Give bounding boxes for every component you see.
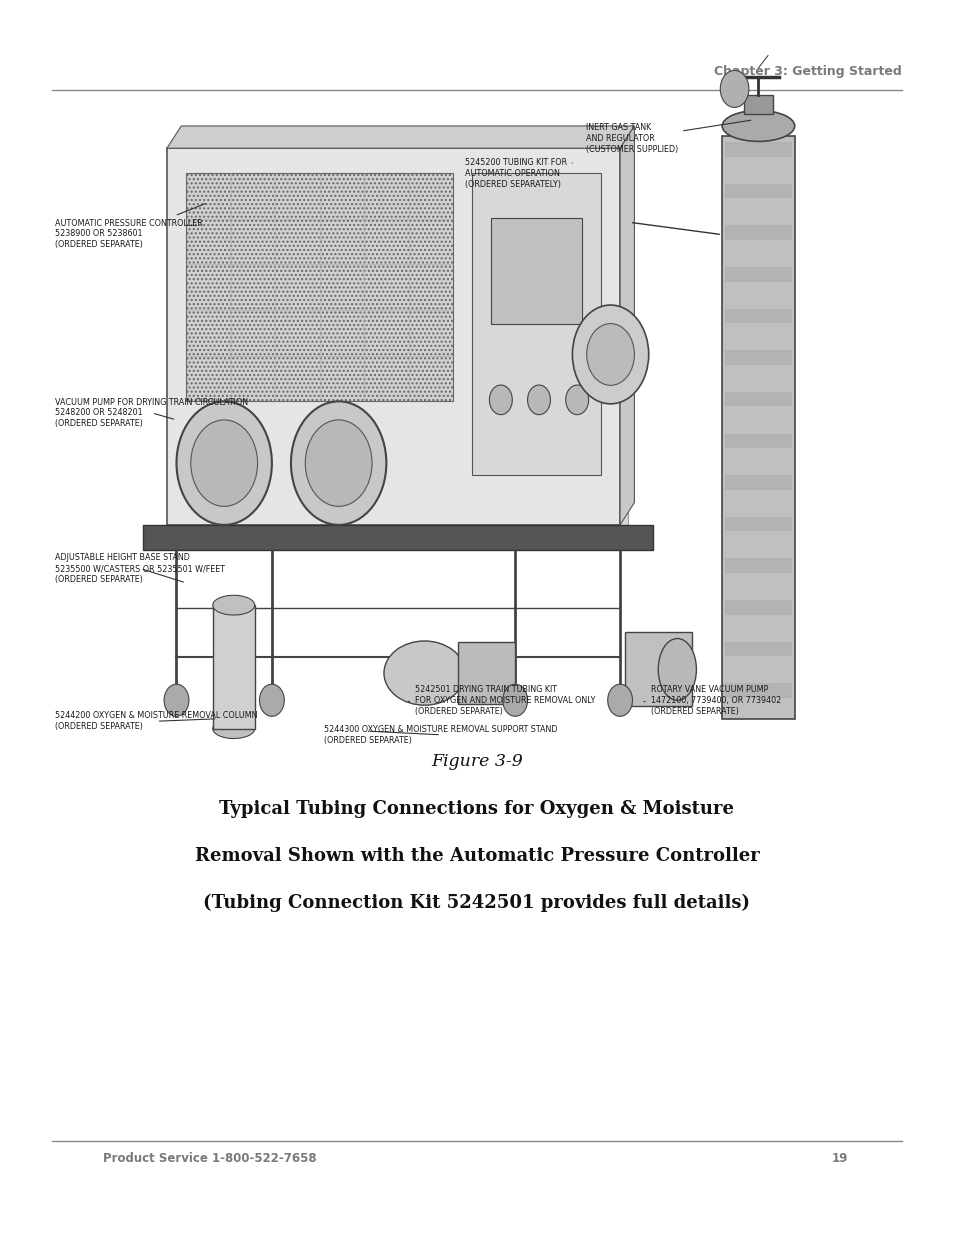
- Bar: [52, 111, 901, 722]
- Text: 5245200 TUBING KIT FOR
AUTOMATIC OPERATION
(ORDERED SEPARATELY): 5245200 TUBING KIT FOR AUTOMATIC OPERATI…: [464, 158, 572, 189]
- Circle shape: [565, 385, 588, 415]
- Text: Removal Shown with the Automatic Pressure Controller: Removal Shown with the Automatic Pressur…: [194, 847, 759, 866]
- Bar: [724, 683, 791, 698]
- Bar: [724, 600, 791, 615]
- Bar: [724, 475, 791, 490]
- Text: Chapter 3: Getting Started: Chapter 3: Getting Started: [713, 64, 901, 78]
- Circle shape: [176, 401, 272, 525]
- Text: 5244200 OXYGEN & MOISTURE REMOVAL COLUMN
(ORDERED SEPARATE): 5244200 OXYGEN & MOISTURE REMOVAL COLUMN…: [55, 711, 257, 731]
- Bar: [457, 642, 515, 704]
- Circle shape: [586, 324, 634, 385]
- Text: ADJUSTABLE HEIGHT BASE STAND
5235500 W/CASTERS OR 5235501 W/FEET
(ORDERED SEPARA: ADJUSTABLE HEIGHT BASE STAND 5235500 W/C…: [55, 553, 225, 584]
- Circle shape: [489, 385, 512, 415]
- Bar: [143, 525, 653, 550]
- Text: VACUUM PUMP FOR DRYING TRAIN CIRCULATION
5248200 OR 5248201
(ORDERED SEPARATE): VACUUM PUMP FOR DRYING TRAIN CIRCULATION…: [55, 398, 248, 429]
- Text: 5242501 DRYING TRAIN TUBING KIT
FOR OXYGEN AND MOISTURE REMOVAL ONLY
(ORDERED SE: 5242501 DRYING TRAIN TUBING KIT FOR OXYG…: [408, 685, 595, 716]
- Text: (Tubing Connection Kit 5242501 provides full details): (Tubing Connection Kit 5242501 provides …: [203, 894, 750, 913]
- Ellipse shape: [658, 638, 696, 700]
- Ellipse shape: [383, 641, 465, 705]
- Circle shape: [291, 401, 386, 525]
- Text: INERT GAS TANK
AND REGULATOR
(CUSTOMER SUPPLIED): INERT GAS TANK AND REGULATOR (CUSTOMER S…: [585, 120, 750, 154]
- Polygon shape: [167, 126, 634, 148]
- Bar: [724, 516, 791, 531]
- Text: Figure 3-9: Figure 3-9: [431, 753, 522, 771]
- Bar: [724, 433, 791, 448]
- Bar: [724, 225, 791, 240]
- Circle shape: [607, 684, 632, 716]
- Text: AUTOMATIC PRESSURE CONTROLLER
5238900 OR 5238601
(ORDERED SEPARATE): AUTOMATIC PRESSURE CONTROLLER 5238900 OR…: [55, 204, 205, 249]
- Bar: [721, 136, 794, 719]
- Circle shape: [191, 420, 257, 506]
- Circle shape: [259, 684, 284, 716]
- Text: ROTARY VANE VACUUM PUMP
1472100, 7739400, OR 7739402
(ORDERED SEPARATE): ROTARY VANE VACUUM PUMP 1472100, 7739400…: [643, 685, 781, 716]
- Bar: [491, 219, 581, 325]
- Bar: [724, 184, 791, 199]
- Circle shape: [572, 305, 648, 404]
- Ellipse shape: [213, 719, 254, 739]
- Ellipse shape: [721, 111, 794, 142]
- Ellipse shape: [213, 595, 254, 615]
- Circle shape: [305, 420, 372, 506]
- Bar: [213, 605, 254, 729]
- Polygon shape: [619, 126, 634, 525]
- Text: Product Service 1-800-522-7658: Product Service 1-800-522-7658: [103, 1152, 316, 1166]
- Text: Typical Tubing Connections for Oxygen & Moisture: Typical Tubing Connections for Oxygen & …: [219, 800, 734, 819]
- Bar: [724, 142, 791, 157]
- Bar: [724, 642, 791, 656]
- Bar: [472, 173, 600, 475]
- Bar: [724, 351, 791, 364]
- Text: 5244300 OXYGEN & MOISTURE REMOVAL SUPPORT STAND
(ORDERED SEPARATE): 5244300 OXYGEN & MOISTURE REMOVAL SUPPOR…: [324, 725, 558, 745]
- Circle shape: [164, 684, 189, 716]
- Bar: [186, 173, 453, 401]
- Bar: [724, 309, 791, 324]
- Bar: [724, 267, 791, 282]
- Circle shape: [527, 385, 550, 415]
- Circle shape: [502, 684, 527, 716]
- Text: 19: 19: [830, 1152, 847, 1166]
- Bar: [743, 95, 772, 114]
- Bar: [624, 632, 691, 706]
- Bar: [174, 158, 627, 535]
- Bar: [724, 391, 791, 406]
- Bar: [167, 148, 619, 525]
- Circle shape: [720, 70, 748, 107]
- Bar: [724, 558, 791, 573]
